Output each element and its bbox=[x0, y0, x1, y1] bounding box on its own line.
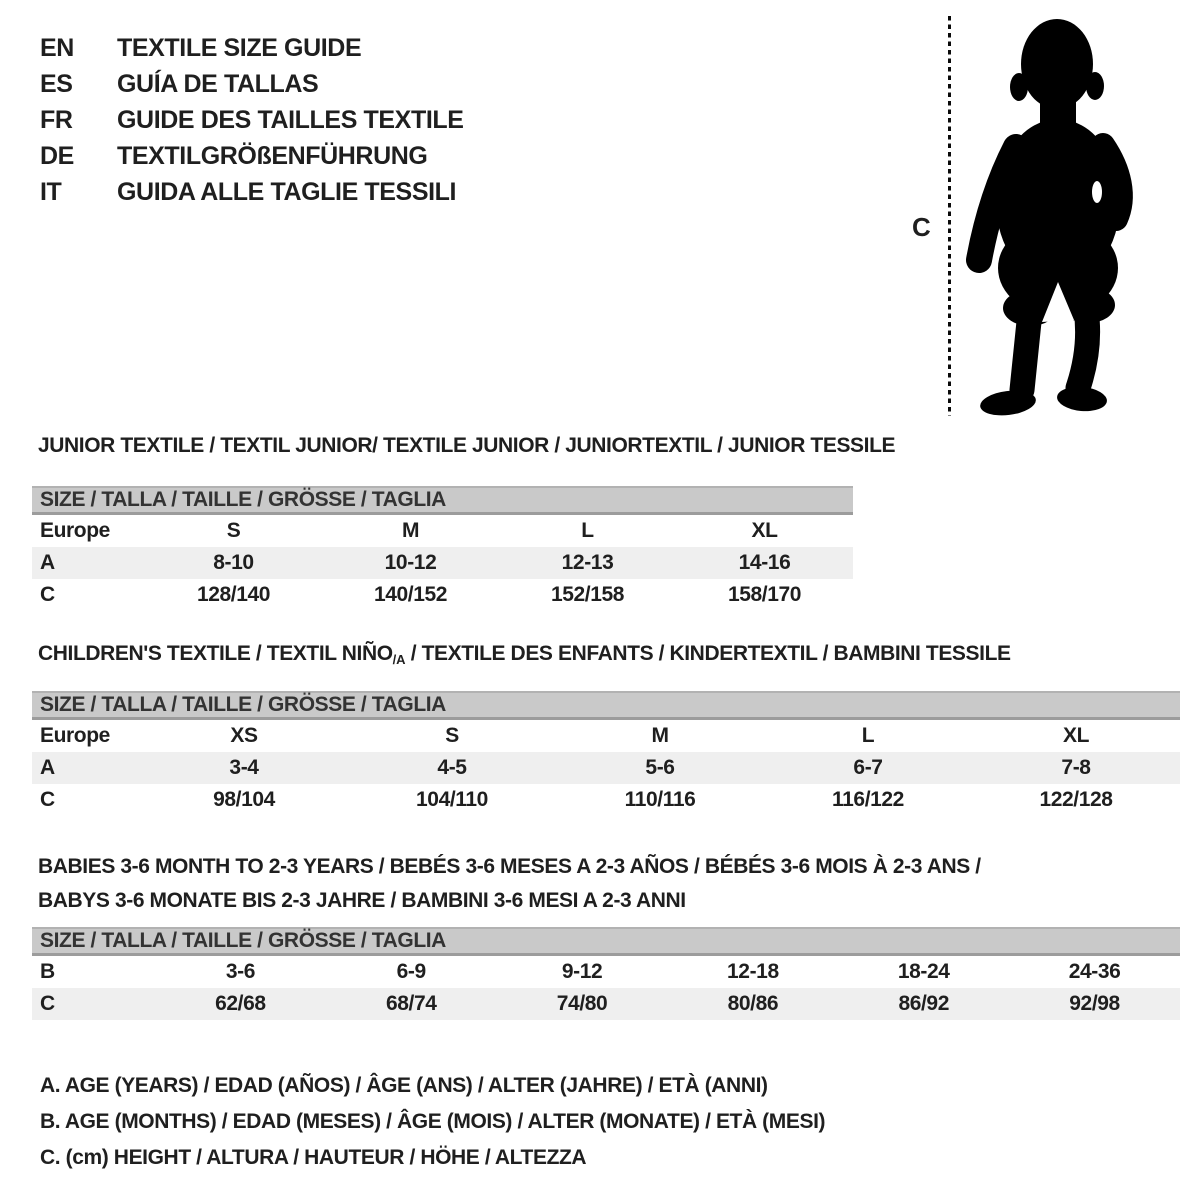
children-title-subscript: /A bbox=[392, 652, 406, 667]
row-cell: 18-24 bbox=[897, 960, 950, 983]
row-label: Europe bbox=[40, 519, 110, 542]
row-cell: L bbox=[581, 519, 594, 542]
table-row: C 62/68 68/74 74/80 80/86 86/92 92/98 bbox=[32, 988, 1180, 1020]
row-cell: 110/116 bbox=[624, 788, 696, 811]
junior-section-title: JUNIOR TEXTILE / TEXTIL JUNIOR/ TEXTILE … bbox=[38, 434, 896, 457]
junior-size-table: SIZE / TALLA / TAILLE / GRÖSSE / TAGLIA … bbox=[32, 486, 853, 611]
language-code: FR bbox=[40, 105, 73, 134]
table-row: Europe S M L XL bbox=[32, 515, 853, 547]
row-cell: 68/74 bbox=[385, 992, 437, 1015]
row-cell: 9-12 bbox=[561, 960, 603, 983]
row-cell: 5-6 bbox=[645, 756, 675, 779]
row-cell: 116/122 bbox=[832, 788, 904, 811]
row-label: A bbox=[40, 756, 55, 779]
row-label: C bbox=[40, 992, 55, 1015]
row-cell: 158/170 bbox=[727, 583, 802, 606]
height-measure-line bbox=[948, 16, 951, 416]
language-row-es: ES GUÍA DE TALLAS bbox=[40, 66, 464, 102]
row-cell: 10-12 bbox=[384, 551, 437, 574]
row-cell: 3-4 bbox=[229, 756, 259, 779]
row-cell: 24-36 bbox=[1068, 960, 1121, 983]
legend-line-c: C. (cm) HEIGHT / ALTURA / HAUTEUR / HÖHE… bbox=[40, 1146, 587, 1169]
row-cell: 80/86 bbox=[727, 992, 779, 1015]
row-cell: 128/140 bbox=[196, 583, 271, 606]
row-cell: 140/152 bbox=[373, 583, 448, 606]
row-cell: 7-8 bbox=[1061, 756, 1091, 779]
children-title-suffix: / TEXTILE DES ENFANTS / KINDERTEXTIL / B… bbox=[405, 642, 1011, 665]
row-label: Europe bbox=[40, 724, 110, 747]
babies-section-title: BABIES 3-6 MONTH TO 2-3 YEARS / BEBÉS 3-… bbox=[38, 850, 981, 918]
row-label: C bbox=[40, 788, 55, 811]
row-cell: S bbox=[445, 724, 459, 747]
row-label: B bbox=[40, 960, 55, 983]
babies-title-line1: BABIES 3-6 MONTH TO 2-3 YEARS / BEBÉS 3-… bbox=[38, 855, 981, 878]
row-label: A bbox=[40, 551, 55, 574]
row-cell: 122/128 bbox=[1039, 788, 1113, 811]
babies-size-table: SIZE / TALLA / TAILLE / GRÖSSE / TAGLIA … bbox=[32, 927, 1180, 1020]
table-row: A 8-10 10-12 12-13 14-16 bbox=[32, 547, 853, 579]
language-code: DE bbox=[40, 141, 74, 170]
table-row: Europe XS S M L XL bbox=[32, 720, 1180, 752]
size-header-bar: SIZE / TALLA / TAILLE / GRÖSSE / TAGLIA bbox=[32, 486, 853, 515]
children-title-prefix: CHILDREN'S TEXTILE / TEXTIL NIÑO bbox=[38, 642, 393, 665]
legend-line-b: B. AGE (MONTHS) / EDAD (MESES) / ÂGE (MO… bbox=[40, 1110, 826, 1133]
row-cell: 12-13 bbox=[561, 551, 614, 574]
children-size-table: SIZE / TALLA / TAILLE / GRÖSSE / TAGLIA … bbox=[32, 691, 1180, 816]
row-cell: 86/92 bbox=[898, 992, 949, 1015]
row-cell: 8-10 bbox=[213, 551, 254, 574]
language-code: EN bbox=[40, 33, 74, 62]
language-label: GUIDE DES TAILLES TEXTILE bbox=[117, 105, 464, 134]
row-cell: 4-5 bbox=[437, 756, 467, 779]
row-cell: 62/68 bbox=[215, 992, 266, 1015]
row-cell: XL bbox=[751, 519, 778, 542]
language-code: ES bbox=[40, 69, 73, 98]
language-row-en: EN TEXTILE SIZE GUIDE bbox=[40, 30, 464, 66]
children-section-title: CHILDREN'S TEXTILE / TEXTIL NIÑO/A / TEX… bbox=[38, 642, 1011, 667]
toddler-silhouette-icon bbox=[966, 19, 1133, 416]
row-label: C bbox=[40, 583, 55, 606]
row-cell: 6-7 bbox=[853, 756, 883, 779]
row-cell: 98/104 bbox=[213, 788, 275, 811]
language-code: IT bbox=[40, 177, 62, 206]
language-header: EN TEXTILE SIZE GUIDE ES GUÍA DE TALLAS … bbox=[40, 30, 464, 210]
language-row-fr: FR GUIDE DES TAILLES TEXTILE bbox=[40, 102, 464, 138]
table-row: B 3-6 6-9 9-12 12-18 18-24 24-36 bbox=[32, 956, 1180, 988]
language-label: GUÍA DE TALLAS bbox=[117, 69, 319, 98]
babies-title-line2: BABYS 3-6 MONATE BIS 2-3 JAHRE / BAMBINI… bbox=[38, 889, 686, 912]
language-label: TEXTILGRÖßENFÜHRUNG bbox=[117, 141, 428, 170]
row-cell: 152/158 bbox=[550, 583, 625, 606]
legend-line-a: A. AGE (YEARS) / EDAD (AÑOS) / ÂGE (ANS)… bbox=[40, 1074, 768, 1097]
row-cell: S bbox=[226, 519, 241, 542]
language-row-it: IT GUIDA ALLE TAGLIE TESSILI bbox=[40, 174, 464, 210]
row-cell: 74/80 bbox=[556, 992, 608, 1015]
row-cell: XS bbox=[230, 724, 258, 747]
legend: A. AGE (YEARS) / EDAD (AÑOS) / ÂGE (ANS)… bbox=[40, 1068, 826, 1176]
table-row: C 128/140 140/152 152/158 158/170 bbox=[32, 579, 853, 611]
size-header-bar: SIZE / TALLA / TAILLE / GRÖSSE / TAGLIA bbox=[32, 691, 1180, 720]
height-measure-label: C bbox=[912, 212, 931, 242]
table-row: C 98/104 104/110 110/116 116/122 122/128 bbox=[32, 784, 1180, 816]
language-label: GUIDA ALLE TAGLIE TESSILI bbox=[117, 177, 457, 206]
row-cell: 12-18 bbox=[727, 960, 779, 983]
size-header-bar: SIZE / TALLA / TAILLE / GRÖSSE / TAGLIA bbox=[32, 927, 1180, 956]
row-cell: L bbox=[861, 724, 875, 747]
row-cell: 104/110 bbox=[416, 788, 488, 811]
row-cell: M bbox=[651, 724, 669, 747]
row-cell: M bbox=[401, 519, 420, 542]
row-cell: 3-6 bbox=[225, 960, 256, 983]
row-cell: 14-16 bbox=[738, 551, 791, 574]
language-label: TEXTILE SIZE GUIDE bbox=[117, 33, 362, 62]
row-cell: 6-9 bbox=[396, 960, 427, 983]
row-cell: 92/98 bbox=[1069, 992, 1120, 1015]
row-cell: XL bbox=[1062, 724, 1090, 747]
table-row: A 3-4 4-5 5-6 6-7 7-8 bbox=[32, 752, 1180, 784]
language-row-de: DE TEXTILGRÖßENFÜHRUNG bbox=[40, 138, 464, 174]
